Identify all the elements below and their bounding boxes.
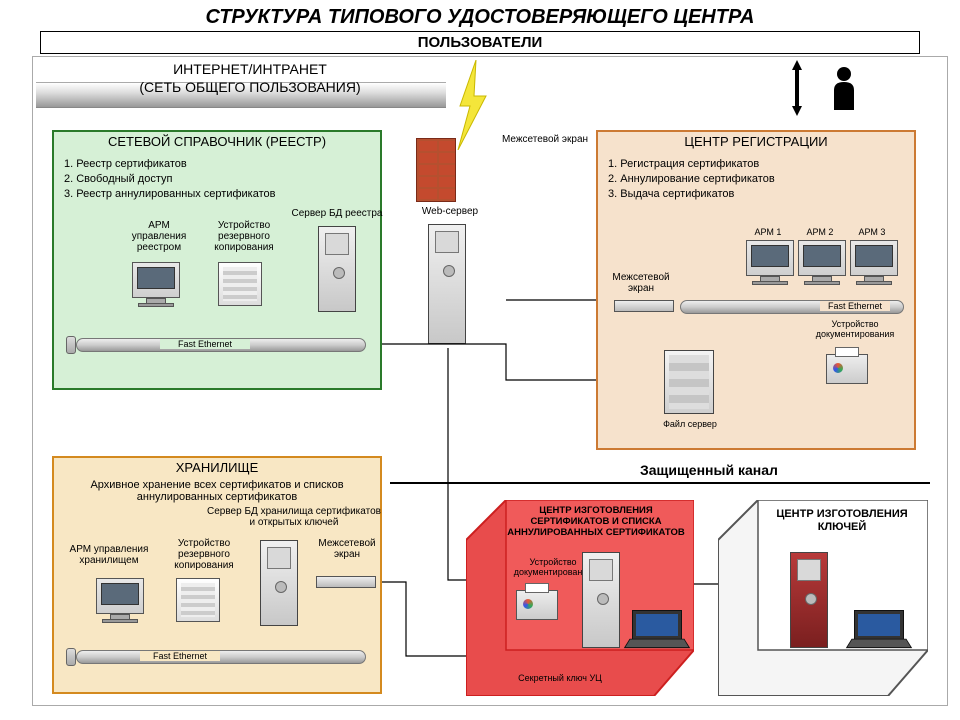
arm3-monitor	[850, 240, 898, 285]
secret-key-label: Секретный ключ УЦ	[500, 674, 620, 684]
reg-firewall-switch	[614, 300, 674, 312]
network-line1: ИНТЕРНЕТ/ИНТРАНЕТ	[80, 60, 420, 78]
reg-firewall-label: Межсетевой экран	[604, 272, 678, 294]
registry-title: СЕТЕВОЙ СПРАВОЧНИК (РЕЕСТР)	[54, 132, 380, 153]
cert-center-title: ЦЕНТР ИЗГОТОВЛЕНИЯ СЕРТИФИКАТОВ И СПИСКА…	[502, 506, 690, 539]
storage-subtitle: Архивное хранение всех сертификатов и сп…	[54, 479, 380, 503]
arm1-label: АРМ 1	[748, 228, 788, 238]
arm1-monitor	[746, 240, 794, 285]
storage-arm-monitor	[96, 578, 144, 623]
cert-laptop	[632, 610, 682, 640]
user-icon	[830, 66, 858, 110]
firewall-icon	[416, 138, 456, 202]
storage-db-label: Сервер БД хранилища сертификатов и откры…	[204, 506, 384, 528]
registration-list: 1. Регистрация сертификатов 2. Аннулиров…	[598, 153, 914, 206]
registry-arm-label: АРМ управления реестром	[124, 220, 194, 253]
web-server-tower	[428, 224, 466, 344]
file-server-label: Файл сервер	[648, 420, 732, 430]
registry-item: 2. Свободный доступ	[64, 172, 370, 187]
cert-center-room: ЦЕНТР ИЗГОТОВЛЕНИЯ СЕРТИФИКАТОВ И СПИСКА…	[466, 500, 694, 696]
network-line2: (СЕТЬ ОБЩЕГО ПОЛЬЗОВАНИЯ)	[80, 78, 420, 96]
storage-title: ХРАНИЛИЩЕ	[54, 458, 380, 479]
registry-backup-label: Устройство резервного копирования	[204, 220, 284, 253]
registry-arm-monitor	[132, 262, 180, 307]
registry-item: 1. Реестр сертификатов	[64, 157, 370, 172]
storage-firewall-label: Межсетевой экран	[310, 538, 384, 560]
storage-eth-label: Fast Ethernet	[140, 651, 220, 661]
reg-docdev-label: Устройство документирования	[800, 320, 910, 340]
key-laptop	[854, 610, 904, 640]
registry-list: 1. Реестр сертификатов 2. Свободный дост…	[54, 153, 380, 206]
reg-printer	[826, 354, 868, 384]
key-tower	[790, 552, 828, 648]
registration-item: 3. Выдача сертификатов	[608, 187, 904, 202]
storage-arm-label: АРМ управления хранилищем	[64, 544, 154, 566]
network-banner: ИНТЕРНЕТ/ИНТРАНЕТ (СЕТЬ ОБЩЕГО ПОЛЬЗОВАН…	[80, 60, 420, 96]
firewall-label: Межсетевой экран	[500, 134, 590, 145]
file-server	[664, 350, 714, 414]
cert-printer	[516, 590, 558, 620]
storage-backup-label: Устройство резервного копирования	[164, 538, 244, 571]
key-center-title: ЦЕНТР ИЗГОТОВЛЕНИЯ КЛЮЧЕЙ	[758, 508, 926, 533]
registry-eth-label: Fast Ethernet	[160, 339, 250, 349]
registry-db-tower	[318, 226, 356, 312]
reg-eth-label: Fast Ethernet	[820, 301, 890, 311]
storage-firewall-switch	[316, 576, 376, 588]
users-bar: ПОЛЬЗОВАТЕЛИ	[40, 31, 920, 54]
main-title: СТРУКТУРА ТИПОВОГО УДОСТОВЕРЯЮЩЕГО ЦЕНТР…	[0, 0, 960, 31]
storage-backup-device	[176, 578, 220, 622]
eth-cap2	[66, 648, 76, 666]
arm2-monitor	[798, 240, 846, 285]
cert-tower	[582, 552, 620, 648]
registration-title: ЦЕНТР РЕГИСТРАЦИИ	[598, 132, 914, 153]
web-server-label: Web-сервер	[410, 206, 490, 217]
registry-backup-device	[218, 262, 262, 306]
registration-item: 2. Аннулирование сертификатов	[608, 172, 904, 187]
registration-item: 1. Регистрация сертификатов	[608, 157, 904, 172]
arm2-label: АРМ 2	[800, 228, 840, 238]
user-arrow-icon	[790, 58, 804, 118]
eth-cap	[66, 336, 76, 354]
storage-db-tower	[260, 540, 298, 626]
storage-ethernet	[76, 650, 366, 664]
arm3-label: АРМ 3	[852, 228, 892, 238]
lightning-icon	[452, 60, 492, 140]
registry-db-label: Сервер БД реестра	[290, 208, 384, 219]
registry-item: 3. Реестр аннулированных сертификатов	[64, 187, 370, 202]
